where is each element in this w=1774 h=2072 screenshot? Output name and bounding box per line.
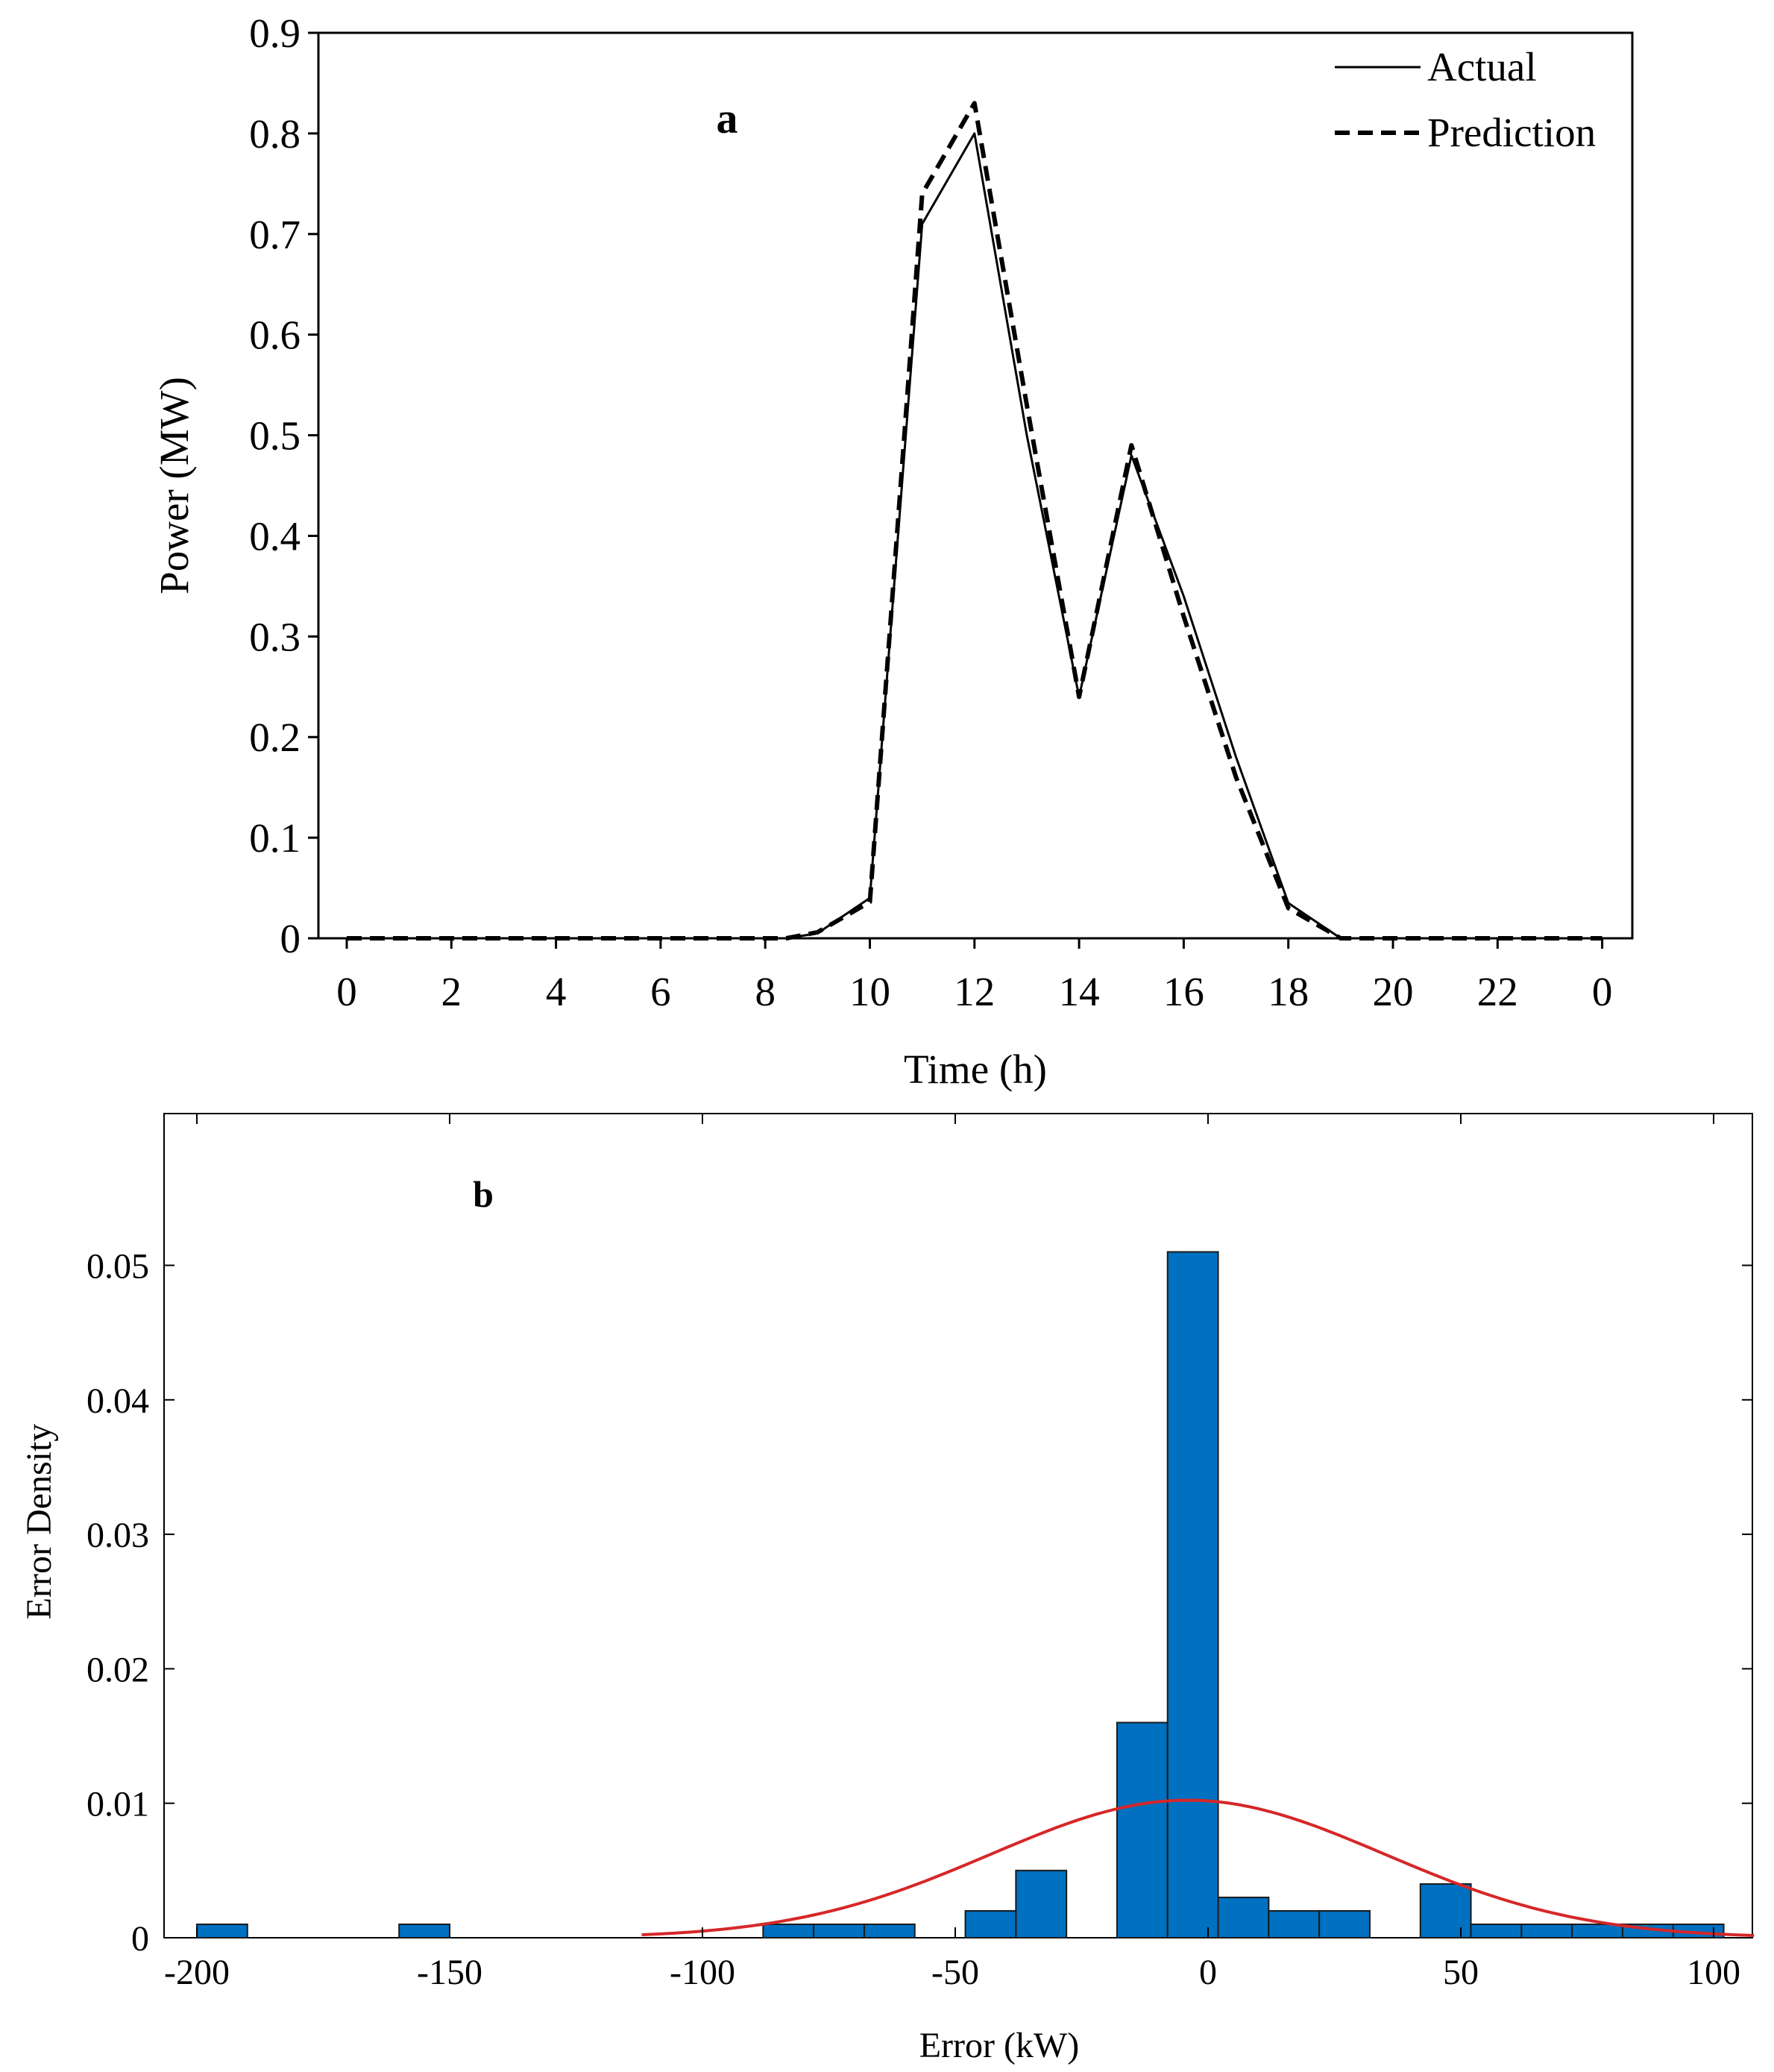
x-tick-label: -100	[670, 1953, 735, 1992]
x-tick-label: 100	[1687, 1953, 1740, 1992]
x-tick-label: -200	[164, 1953, 230, 1992]
panel-b-y-axis-title: Error Density	[19, 1424, 59, 1620]
panel-a-x-axis: 0 2 4 6 8 10 12 14 16 18 20 22 0	[336, 938, 1612, 1014]
y-tick-label: 0.03	[87, 1516, 149, 1555]
panel-b-x-axis: -200 -150 -100 -50 0 50 100	[164, 1114, 1740, 1992]
series-line-actual	[347, 132, 1602, 940]
y-tick-label: 0.1	[249, 815, 301, 861]
x-tick-label: 10	[849, 969, 890, 1014]
legend-prediction-label: Prediction	[1427, 110, 1596, 155]
y-tick-label: 0.6	[249, 313, 301, 358]
y-tick-label: 0.7	[249, 212, 301, 257]
x-tick-label: 22	[1477, 969, 1518, 1014]
x-tick-label: 2	[441, 969, 462, 1014]
panel-b-y-axis: 0 0.01 0.02 0.03 0.04 0.05	[87, 1247, 1752, 1959]
panel-b: 0 0.01 0.02 0.03 0.04 0.05 -200 -150 -100 -50 0 50…	[19, 1113, 1755, 2065]
y-tick-label: 0.3	[249, 614, 301, 659]
y-tick-label: 0.05	[87, 1247, 149, 1287]
y-tick-label: 0.01	[87, 1785, 149, 1824]
panel-b-x-axis-title: Error (kW)	[919, 2026, 1080, 2065]
histogram-bar	[1217, 1896, 1270, 1938]
x-tick-label: -150	[417, 1953, 482, 1992]
histogram-bar	[762, 1923, 815, 1938]
y-tick-label: 0.04	[87, 1381, 149, 1421]
y-tick-label: 0.02	[87, 1650, 149, 1689]
histogram-bar	[1116, 1721, 1168, 1939]
x-tick-label: 4	[546, 969, 567, 1014]
panel-b-plot-frame	[163, 1113, 1753, 1938]
histogram-bar	[863, 1923, 916, 1938]
x-tick-label: 8	[755, 969, 776, 1014]
panel-a-y-axis-title: Power (MW)	[151, 377, 197, 594]
histogram-bar	[1470, 1923, 1523, 1938]
histogram-bar	[1268, 1909, 1321, 1938]
histogram-bar	[398, 1923, 451, 1938]
panel-a-legend: Actual Prediction	[1335, 44, 1596, 155]
x-tick-label: 0	[336, 969, 357, 1014]
histogram-bar	[1166, 1251, 1219, 1938]
histogram-bar	[1571, 1923, 1623, 1938]
x-tick-label: 50	[1443, 1953, 1479, 1992]
x-tick-label: 18	[1268, 969, 1309, 1014]
panel-a-label: a	[717, 94, 738, 142]
x-tick-label: 14	[1059, 969, 1100, 1014]
x-tick-label: 6	[650, 969, 671, 1014]
histogram-bar	[813, 1923, 865, 1938]
panel-a: 0 0.1 0.2 0.3 0.4 0.5 0.6 0.7 0.8 0.9 0 2 4 6 8 10 12 14…	[151, 10, 1634, 1092]
x-tick-label: 0	[1199, 1953, 1217, 1992]
y-tick-label: 0.5	[249, 413, 301, 459]
panel-a-y-axis: 0 0.1 0.2 0.3 0.4 0.5 0.6 0.7 0.8 0.9	[249, 10, 318, 961]
normal-fit-curve	[641, 1798, 1755, 1937]
x-tick-label: 0	[1592, 969, 1613, 1014]
panel-b-bars	[196, 1251, 1725, 1939]
histogram-bar	[964, 1909, 1017, 1938]
x-tick-label: 20	[1373, 969, 1414, 1014]
histogram-bar	[1015, 1869, 1068, 1939]
legend-actual-label: Actual	[1427, 44, 1537, 90]
histogram-bar	[1520, 1923, 1573, 1938]
x-tick-label: 12	[954, 969, 995, 1014]
series-line-prediction	[347, 101, 1602, 941]
y-tick-label: 0.2	[249, 715, 301, 760]
histogram-bar	[1318, 1909, 1371, 1938]
y-tick-label: 0	[280, 916, 301, 961]
x-tick-label: 16	[1163, 969, 1204, 1014]
y-tick-label: 0.8	[249, 111, 301, 157]
panel-a-series	[347, 101, 1602, 941]
panel-b-label: b	[473, 1173, 494, 1215]
y-tick-label: 0.4	[249, 513, 301, 559]
histogram-bar	[1419, 1883, 1472, 1938]
panel-a-x-axis-title: Time (h)	[904, 1046, 1047, 1092]
y-tick-label: 0	[131, 1919, 149, 1959]
y-tick-label: 0.9	[249, 10, 301, 56]
panel-b-fit	[641, 1798, 1755, 1937]
x-tick-label: -50	[931, 1953, 979, 1992]
panel-a-plot-frame	[317, 31, 1634, 940]
histogram-bar	[196, 1923, 248, 1938]
